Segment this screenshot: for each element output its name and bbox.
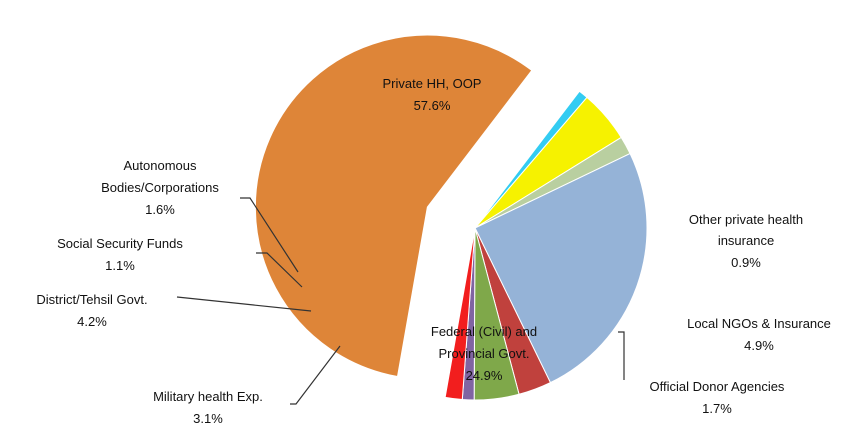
slice-name-label: Federal (Civil) and [431,324,537,339]
slice-value-label: 3.1% [193,411,223,426]
leader-line [256,252,303,288]
slice-name-label: District/Tehsil Govt. [36,292,147,307]
slice-value-label: 4.2% [77,314,107,329]
slice-value-label: 24.9% [466,368,503,383]
leader-line [240,197,299,273]
leader-line [618,331,625,380]
pie-slice [474,152,648,384]
slice-name-label: Social Security Funds [57,236,183,251]
pie-slice [444,227,476,401]
slice-value-label: 4.9% [744,338,774,353]
slice-value-label: 1.1% [105,258,135,273]
slice-name-label: Official Donor Agencies [650,379,785,394]
slice-value-label: 1.7% [702,401,732,416]
slice-name-label: Military health Exp. [153,389,263,404]
slice-name-label: Private HH, OOP [383,76,482,91]
pie-slice [254,34,533,378]
slice-value-label: 1.6% [145,202,175,217]
slice-name-label: Local NGOs & Insurance [687,316,831,331]
slice-value-label: 0.9% [731,255,761,270]
slice-name-label: Bodies/Corporations [101,180,219,195]
leader-line [176,296,312,312]
slice-name-label: insurance [718,233,774,248]
slice-name-label: Autonomous [124,158,197,173]
leader-line [290,345,341,405]
slice-name-label: Provincial Govt. [438,346,529,361]
slice-name-label: Other private health [689,212,803,227]
slice-value-label: 57.6% [414,98,451,113]
